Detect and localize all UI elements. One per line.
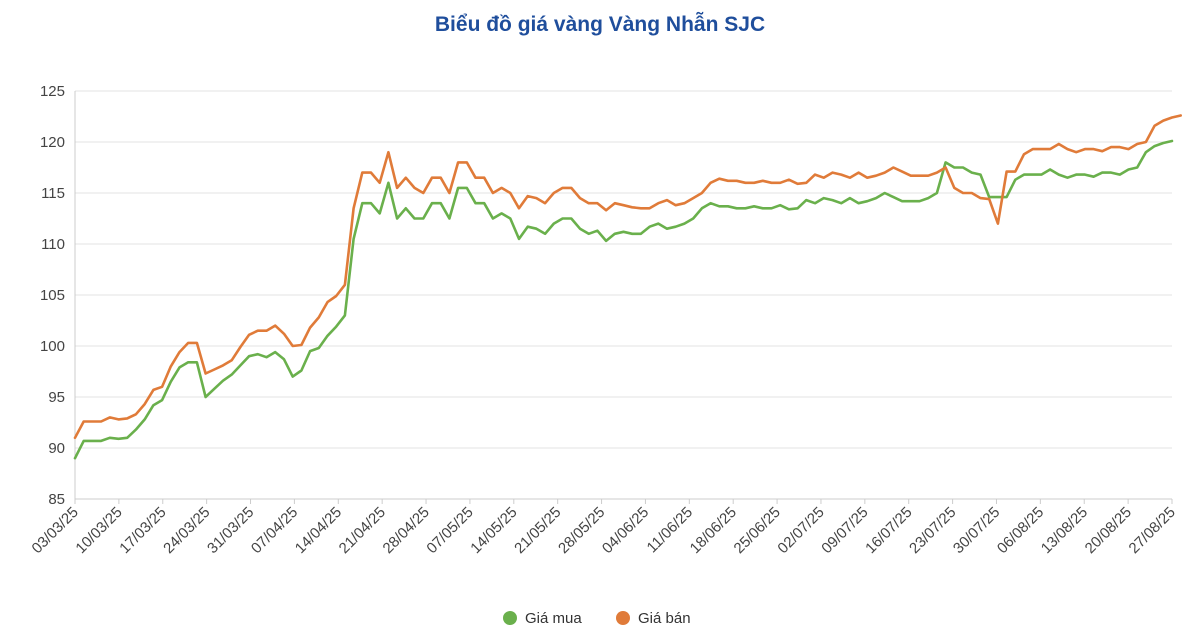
series-line-gia-mua (73, 139, 1174, 460)
y-tick-label: 120 (40, 134, 65, 151)
y-tick-label: 115 (41, 185, 65, 202)
x-tick-label: 16/07/25 (862, 504, 915, 557)
x-tick-label: 28/04/25 (380, 504, 433, 557)
legend-label: Giá bán (638, 610, 691, 627)
y-tick-label: 110 (41, 236, 65, 253)
x-tick-label: 14/04/25 (292, 504, 345, 557)
legend-marker (616, 611, 630, 625)
x-tick-label: 10/03/25 (72, 504, 125, 557)
legend-marker (503, 611, 517, 625)
x-tick-label: 27/08/25 (1126, 504, 1179, 557)
x-tick-label: 13/08/25 (1038, 504, 1091, 557)
x-tick-label: 20/08/25 (1082, 504, 1135, 557)
x-tick-label: 18/06/25 (687, 504, 740, 557)
x-tick-label: 11/06/25 (644, 504, 697, 557)
x-tick-label: 07/05/25 (423, 504, 476, 557)
y-axis: 85 90 95 100 105 110 115 120 125 (40, 83, 65, 508)
x-tick-label: 24/03/25 (160, 504, 213, 557)
x-tick-label: 02/07/25 (774, 504, 827, 557)
legend-label: Giá mua (525, 610, 582, 627)
x-tick-label: 17/03/25 (116, 504, 169, 557)
series-line-gia-ban (73, 114, 1182, 440)
x-axis: 03/03/2510/03/2517/03/2524/03/2531/03/25… (29, 91, 1179, 557)
x-tick-label: 21/04/25 (336, 504, 389, 557)
legend-item-gia-ban[interactable]: Giá bán (616, 610, 691, 627)
grid-lines (75, 90, 1172, 500)
legend-item-gia-mua[interactable]: Giá mua (503, 610, 582, 627)
x-tick-label: 06/08/25 (994, 504, 1047, 557)
x-tick-label: 23/07/25 (906, 504, 959, 557)
y-tick-label: 100 (40, 338, 65, 355)
x-tick-label: 30/07/25 (950, 504, 1003, 557)
y-tick-label: 90 (48, 440, 65, 457)
x-tick-label: 09/07/25 (818, 504, 871, 557)
x-tick-label: 28/05/25 (555, 504, 608, 557)
y-tick-label: 95 (48, 389, 65, 406)
y-tick-label: 105 (40, 287, 65, 304)
y-tick-label: 125 (40, 83, 65, 100)
series-lines (73, 114, 1182, 460)
x-tick-label: 04/06/25 (599, 504, 652, 557)
x-tick-label: 21/05/25 (511, 504, 564, 557)
x-tick-label: 07/04/25 (248, 504, 301, 557)
legend[interactable]: Giá mua Giá bán (503, 610, 691, 627)
y-tick-label: 85 (48, 491, 65, 508)
chart-title: Biểu đồ giá vàng Vàng Nhẫn SJC (434, 13, 766, 36)
x-tick-label: 25/06/25 (731, 504, 784, 557)
x-tick-label: 03/03/25 (29, 504, 82, 557)
x-tick-label: 14/05/25 (467, 504, 520, 557)
x-tick-label: 31/03/25 (204, 504, 257, 557)
